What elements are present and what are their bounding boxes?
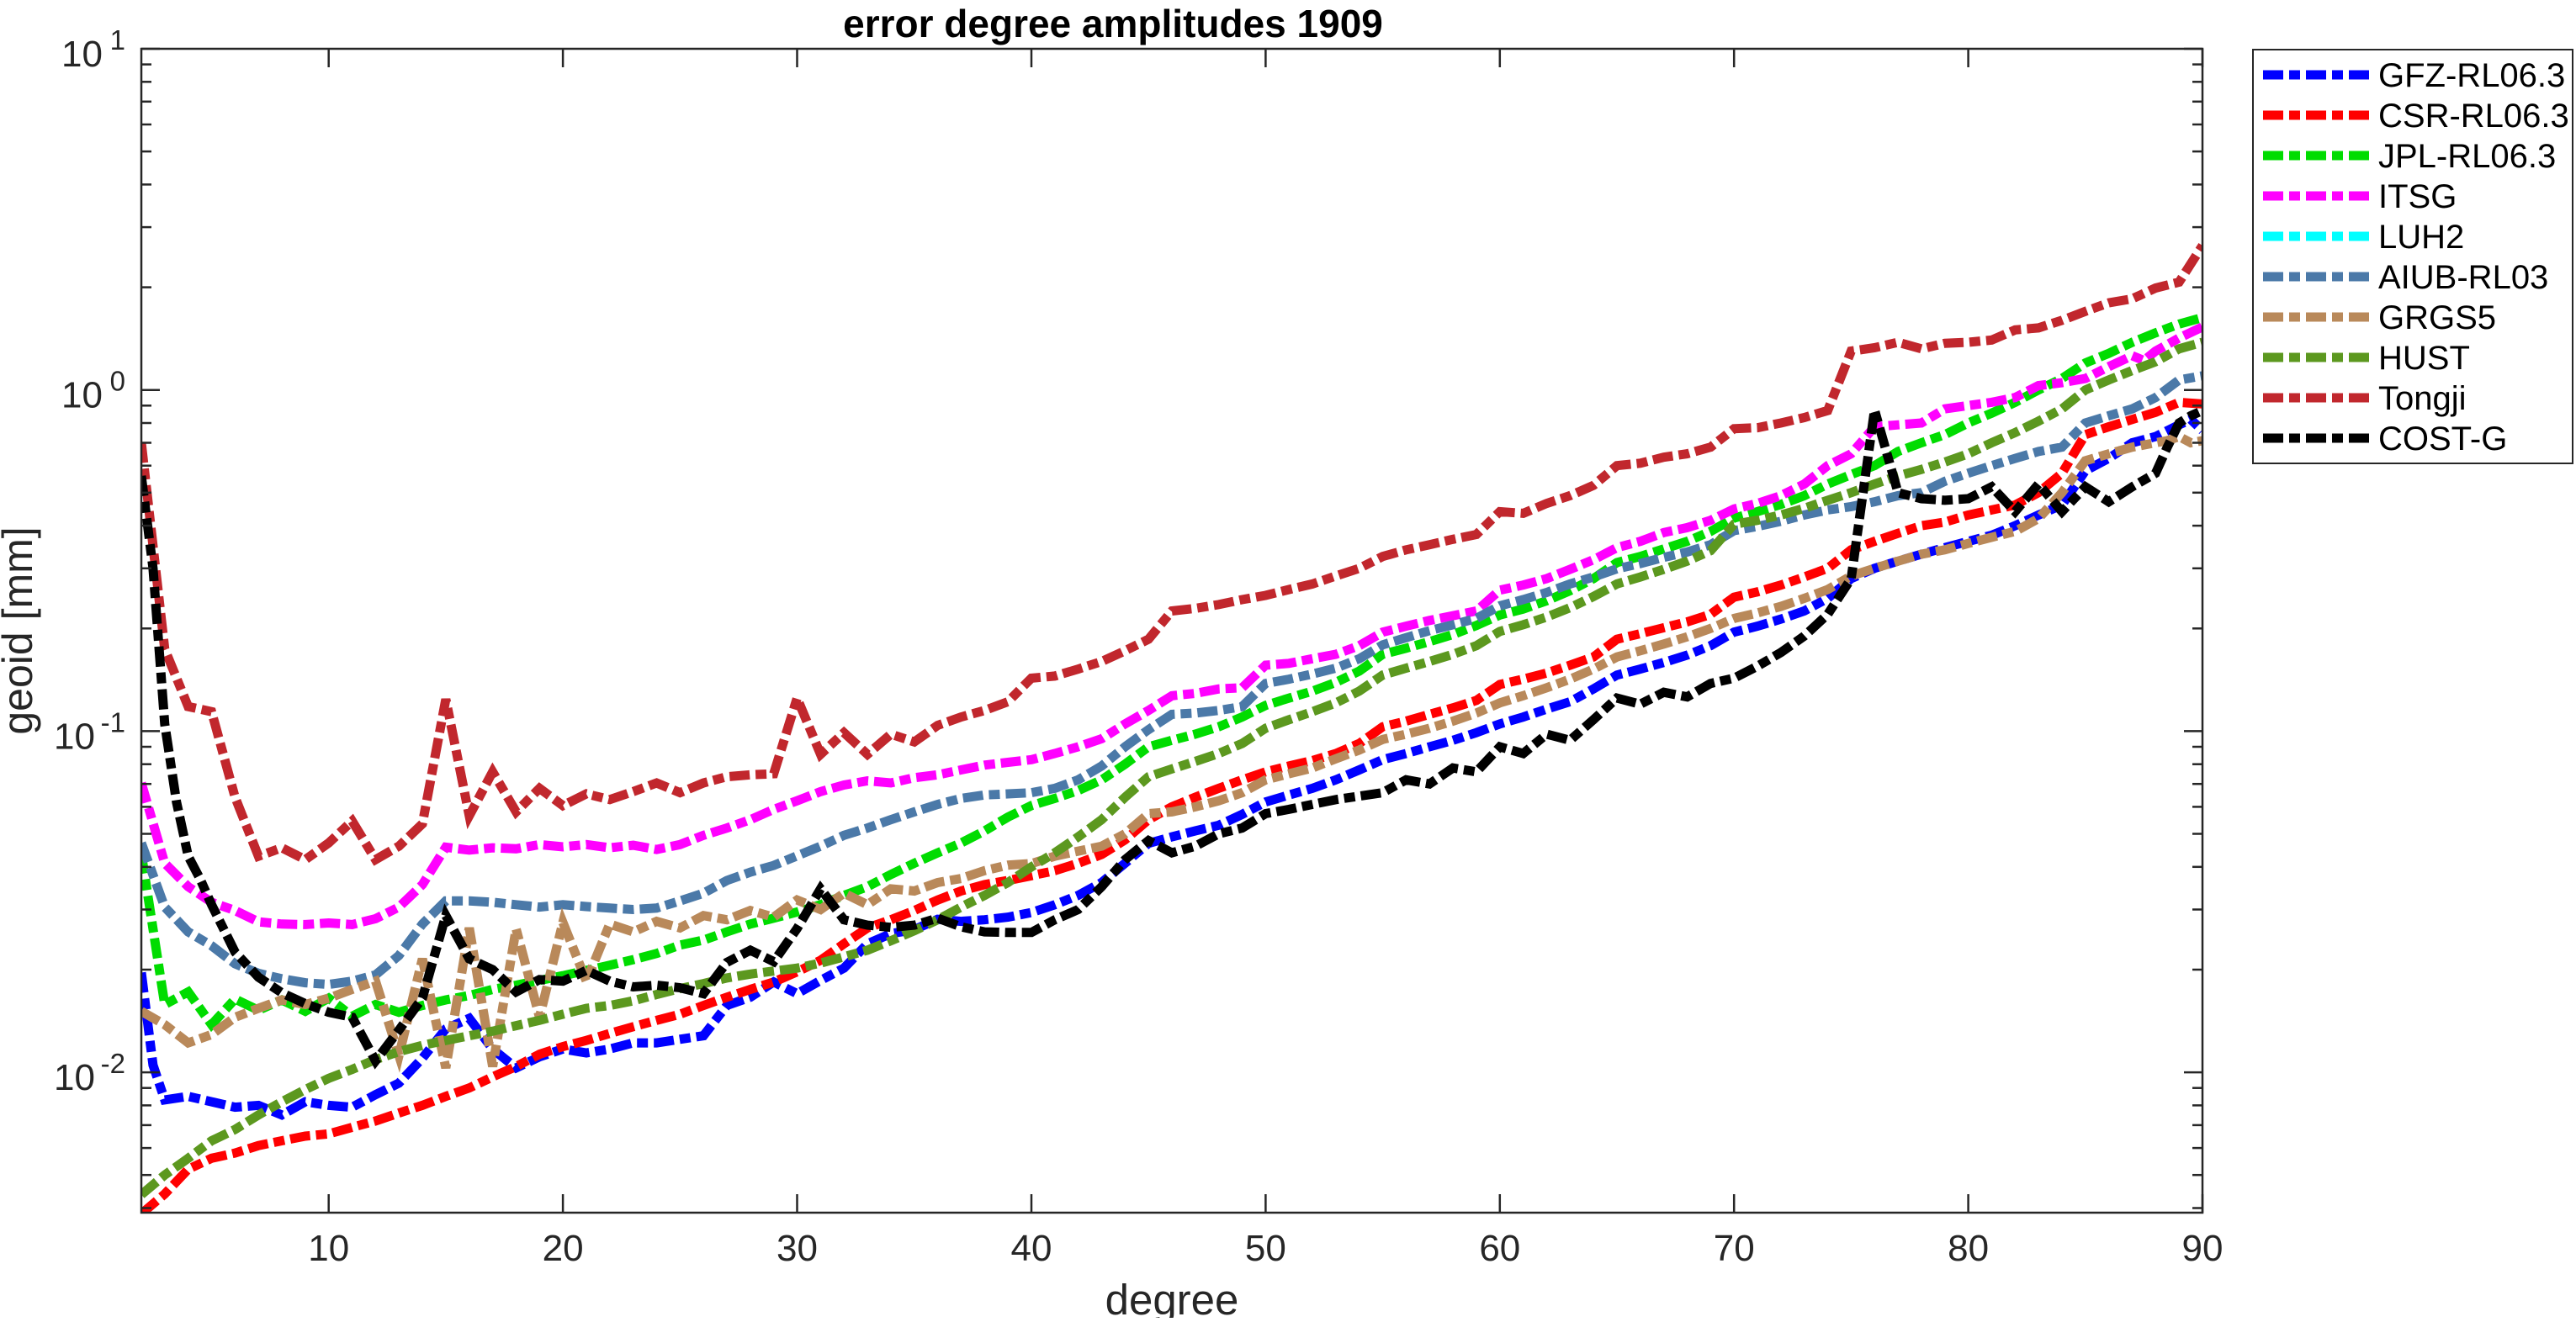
svg-text:Tongji: Tongji xyxy=(2378,380,2467,417)
svg-text:10: 10 xyxy=(61,375,103,416)
svg-text:JPL-RL06.3: JPL-RL06.3 xyxy=(2378,138,2556,175)
svg-text:geoid [mm]: geoid [mm] xyxy=(0,526,41,734)
svg-text:LUH2: LUH2 xyxy=(2378,219,2464,256)
svg-text:-1: -1 xyxy=(101,706,125,738)
svg-text:ITSG: ITSG xyxy=(2378,178,2457,215)
svg-text:10: 10 xyxy=(61,34,103,75)
svg-text:GRGS5: GRGS5 xyxy=(2378,299,2496,336)
svg-text:AIUB-RL03: AIUB-RL03 xyxy=(2378,259,2548,296)
svg-text:10: 10 xyxy=(308,1228,349,1269)
svg-text:80: 80 xyxy=(1948,1228,1989,1269)
svg-text:10: 10 xyxy=(54,1057,95,1098)
svg-text:90: 90 xyxy=(2182,1228,2224,1269)
svg-text:20: 20 xyxy=(543,1228,584,1269)
svg-text:30: 30 xyxy=(777,1228,818,1269)
svg-text:-2: -2 xyxy=(101,1048,125,1079)
svg-text:degree: degree xyxy=(1105,1276,1239,1318)
svg-text:70: 70 xyxy=(1714,1228,1755,1269)
svg-text:HUST: HUST xyxy=(2378,340,2470,377)
svg-text:0: 0 xyxy=(110,366,125,397)
svg-text:50: 50 xyxy=(1245,1228,1286,1269)
svg-text:40: 40 xyxy=(1011,1228,1052,1269)
svg-text:GFZ-RL06.3: GFZ-RL06.3 xyxy=(2378,57,2565,94)
svg-text:1: 1 xyxy=(110,24,125,56)
svg-text:COST-G: COST-G xyxy=(2378,420,2507,457)
svg-text:10: 10 xyxy=(54,716,95,757)
svg-text:60: 60 xyxy=(1479,1228,1520,1269)
svg-text:CSR-RL06.3: CSR-RL06.3 xyxy=(2378,98,2569,135)
svg-text:error degree amplitudes 1909: error degree amplitudes 1909 xyxy=(843,2,1383,45)
